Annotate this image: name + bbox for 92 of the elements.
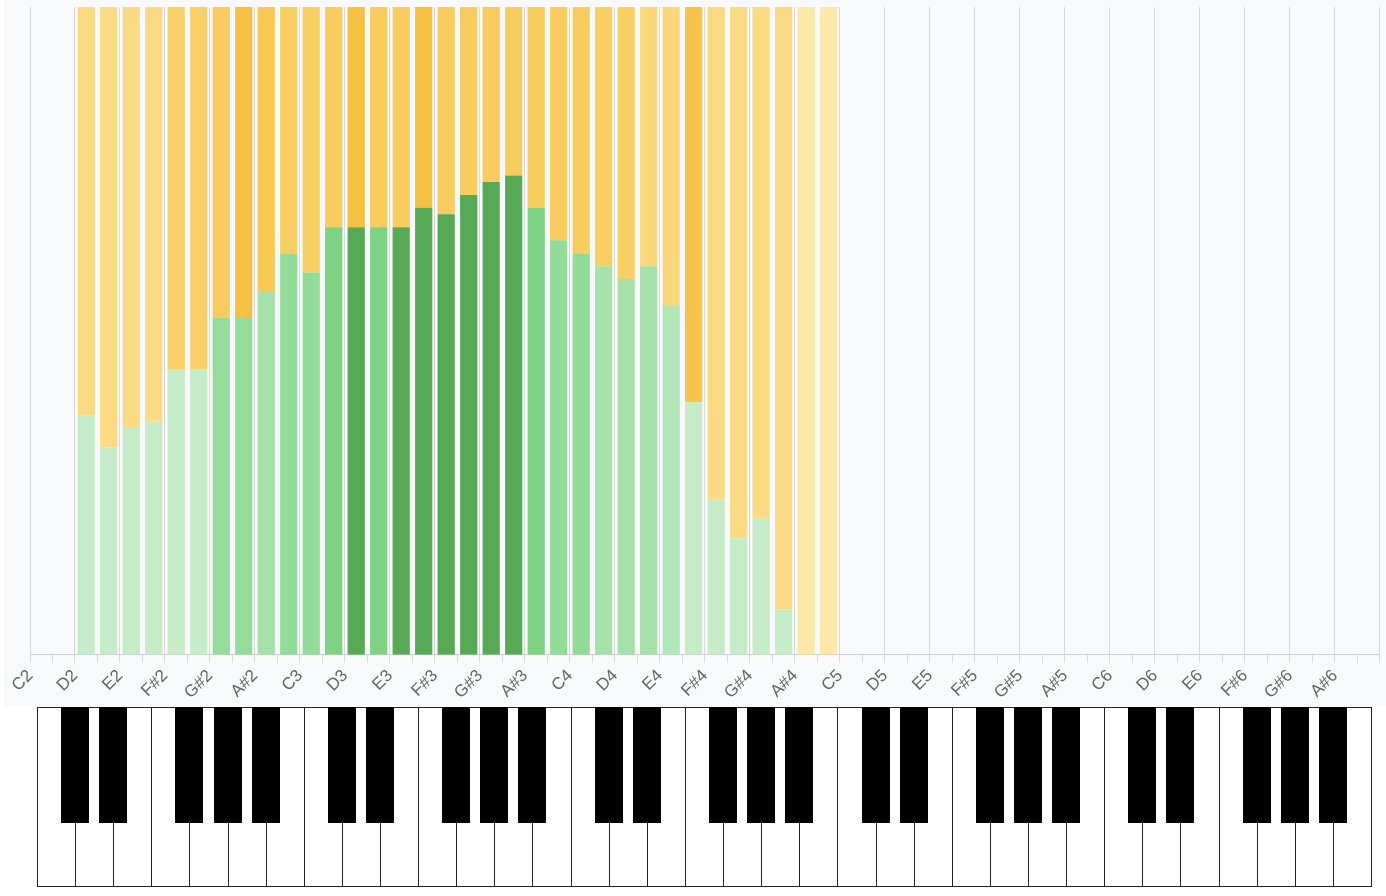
bar [347,227,365,655]
bar [167,7,185,370]
x-tick-label: F#4 [677,665,712,700]
bar [730,7,748,539]
bar [437,7,455,215]
x-tick-label: F#3 [407,665,442,700]
bar [617,7,635,280]
x-tick-label: G#4 [720,665,757,702]
x-tick-label: F#6 [1217,665,1252,700]
x-tick-label: D3 [322,665,352,695]
x-tick-label: E2 [98,665,127,694]
bar [482,7,500,182]
bar [527,7,545,208]
bar [190,369,208,655]
x-tick-label: C6 [1087,665,1117,695]
bar [100,447,118,655]
x-tick-label: F#5 [947,665,982,700]
bar [370,227,388,655]
bar [730,538,748,655]
bar [212,7,230,318]
x-tick-label: G#2 [180,665,217,702]
bar [190,7,208,370]
bar [167,369,185,655]
x-tick-label: D5 [862,665,892,695]
bar [235,7,253,318]
bar [572,253,590,655]
bar [752,518,770,655]
x-tick-label: C4 [547,665,577,695]
bar [662,305,680,655]
bar [100,7,118,448]
bar [775,609,793,655]
bar [640,266,658,655]
bar [550,7,568,241]
bar [460,194,478,655]
x-tick-label: G#3 [450,665,487,702]
x-tick-label: C5 [817,665,847,695]
bar [145,421,163,655]
bar [595,7,613,267]
x-tick-label: D4 [592,665,622,695]
x-tick-label: C2 [7,665,37,695]
bar [662,7,680,306]
x-tick-label: E6 [1178,665,1207,694]
bar [617,279,635,655]
bar [325,227,343,655]
bar [122,7,140,429]
x-tick-label: F#2 [137,665,172,700]
bar [347,7,365,228]
bar [685,402,703,655]
x-tick-label: E3 [368,665,397,694]
bar [550,240,568,655]
bar [415,207,433,655]
x-tick-label: A#3 [496,665,532,701]
bar [257,7,275,293]
bar [415,7,433,208]
bar [752,7,770,519]
x-tick-label: D6 [1132,665,1162,695]
x-tick-label: E5 [908,665,937,694]
x-tick-label: G#6 [1260,665,1297,702]
bar [437,214,455,655]
bar [370,7,388,228]
x-tick-label: E4 [638,665,667,694]
bar [775,7,793,610]
bar [527,207,545,655]
bar [392,227,410,655]
bar [595,266,613,655]
bar [707,499,725,655]
bar [460,7,478,195]
bar [707,7,725,500]
bar [235,317,253,655]
bar [392,7,410,228]
bar [505,175,523,655]
bar [212,317,230,655]
bar [122,428,140,655]
x-tick-label: D2 [52,665,82,695]
bar [640,7,658,267]
x-tick-label: A#6 [1306,665,1342,701]
bar [77,7,95,416]
bar [482,181,500,655]
bar [302,7,320,273]
bar [280,253,298,655]
bar [145,7,163,422]
bar [505,7,523,176]
x-tick-label: A#2 [226,665,262,701]
bar [257,292,275,655]
bar [77,415,95,655]
x-tick-label: C3 [277,665,307,695]
x-tick-label: G#5 [990,665,1027,702]
bar [572,7,590,254]
bar [302,272,320,655]
bar [325,7,343,228]
bar [280,7,298,254]
bar [685,7,703,403]
